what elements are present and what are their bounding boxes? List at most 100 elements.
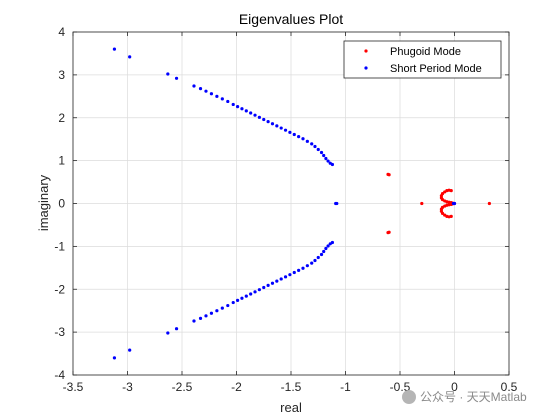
data-point <box>235 298 240 302</box>
data-point <box>452 201 457 206</box>
y-tick-label: 2 <box>58 111 65 125</box>
data-point <box>279 277 283 281</box>
legend-marker-short-period <box>364 66 368 70</box>
data-point <box>316 147 320 152</box>
data-point <box>257 288 261 292</box>
data-point <box>443 190 447 194</box>
data-point <box>292 270 296 275</box>
data-point <box>387 173 391 177</box>
y-tick-labels: -4 -3 -2 -1 0 1 2 3 4 <box>54 25 65 382</box>
x-tick-label: -2.5 <box>172 380 193 394</box>
data-point <box>257 115 261 119</box>
data-point <box>209 311 214 315</box>
data-point <box>275 279 279 283</box>
legend-marker-phugoid <box>364 49 368 53</box>
data-point <box>174 327 179 331</box>
data-point <box>204 314 208 318</box>
y-tick-label: 3 <box>58 68 65 82</box>
data-point <box>297 268 301 272</box>
y-tick-label: 1 <box>58 154 65 168</box>
legend: Phugoid Mode Short Period Mode <box>343 40 502 79</box>
data-point <box>275 124 279 128</box>
data-point <box>112 47 117 51</box>
data-point <box>235 105 240 109</box>
data-point <box>231 102 235 107</box>
data-point <box>301 137 305 141</box>
data-point <box>231 300 235 305</box>
y-tick-label: -3 <box>54 325 65 339</box>
data-point <box>316 255 320 260</box>
legend-box <box>343 40 502 79</box>
data-point <box>301 266 305 270</box>
data-point <box>319 252 324 257</box>
y-tick-label: 0 <box>58 197 65 211</box>
data-point <box>270 122 275 126</box>
y-tick-label: -1 <box>54 239 65 253</box>
x-tick-label: -3 <box>122 380 133 394</box>
data-point <box>174 76 179 80</box>
data-point <box>322 153 326 158</box>
data-point <box>334 201 338 206</box>
data-point <box>319 150 324 155</box>
data-point <box>240 296 244 300</box>
data-point <box>240 107 244 111</box>
data-point <box>305 264 309 268</box>
legend-label-short-period: Short Period Mode <box>390 63 482 75</box>
data-point <box>324 156 328 161</box>
data-point <box>220 306 224 310</box>
chart-title: Eigenvalues Plot <box>239 11 343 27</box>
x-tick-label: -2 <box>231 380 242 394</box>
x-tick-label: -1.5 <box>281 380 302 394</box>
data-point <box>244 109 248 113</box>
data-point <box>322 249 326 254</box>
data-point <box>288 273 292 277</box>
data-point <box>288 130 292 134</box>
data-point <box>313 258 317 263</box>
data-point <box>270 281 275 285</box>
data-point <box>326 244 330 248</box>
data-point <box>198 86 203 91</box>
data-point <box>324 246 328 251</box>
grid-lines <box>72 31 510 376</box>
wechat-icon <box>402 389 416 404</box>
x-tick-label: -3.5 <box>63 380 84 394</box>
data-point <box>204 89 208 93</box>
legend-label-phugoid: Phugoid Mode <box>390 46 461 58</box>
data-point <box>166 331 170 335</box>
data-point <box>313 144 317 149</box>
data-point <box>305 139 309 143</box>
data-point <box>209 92 214 96</box>
data-point <box>249 111 253 115</box>
x-tick-label: 0.5 <box>501 380 518 394</box>
data-point <box>310 142 314 146</box>
axis-ticks <box>72 31 510 376</box>
data-point <box>266 283 270 287</box>
data-point <box>292 132 296 137</box>
data-point <box>330 240 335 245</box>
data-point <box>387 230 391 234</box>
data-point <box>266 120 270 124</box>
data-point <box>283 128 288 132</box>
data-points <box>112 47 491 360</box>
data-point <box>297 135 301 139</box>
data-point <box>253 113 257 117</box>
data-point <box>128 348 132 352</box>
data-point <box>283 275 288 279</box>
data-point <box>226 303 230 308</box>
watermark: 公众号 · 天天Matlab <box>402 388 527 405</box>
data-point <box>112 356 117 360</box>
data-point <box>192 84 196 88</box>
data-point <box>128 55 132 59</box>
x-axis-label: real <box>280 400 302 415</box>
data-point <box>215 94 219 98</box>
data-point <box>166 72 170 76</box>
data-point <box>253 290 257 294</box>
series-short-period <box>112 47 457 360</box>
x-tick-label: -1 <box>340 380 351 394</box>
y-tick-label: -4 <box>54 368 65 382</box>
y-tick-label: 4 <box>58 25 65 39</box>
data-point <box>262 117 266 122</box>
data-point <box>244 294 248 298</box>
data-point <box>215 309 219 313</box>
